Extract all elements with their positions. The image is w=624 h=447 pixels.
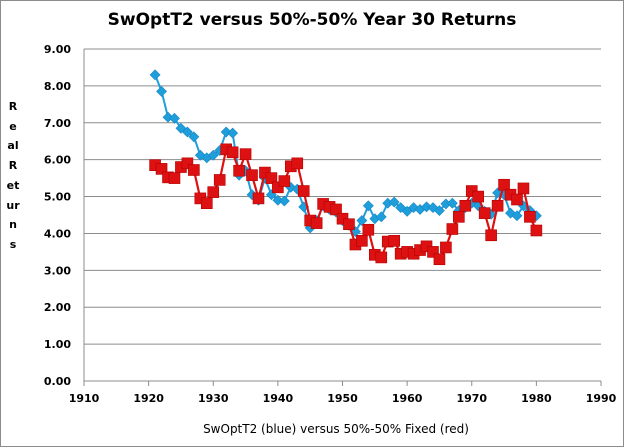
x-tick-label: 1980: [521, 392, 552, 405]
data-point-red: [155, 163, 168, 175]
data-point-red: [233, 164, 245, 177]
x-tick-label: 1940: [263, 392, 294, 405]
y-tick-label: 7.00: [44, 117, 71, 130]
y-tick-label: 3.00: [44, 264, 71, 277]
data-point-red: [433, 253, 446, 266]
data-point-blue: [227, 127, 239, 139]
data-point-blue: [446, 197, 458, 209]
data-point-red: [498, 178, 510, 191]
data-point-red: [427, 246, 439, 258]
data-point-red: [252, 192, 265, 205]
data-point-blue: [207, 149, 219, 161]
data-point-red: [272, 181, 284, 194]
x-tick-label: 1950: [327, 392, 358, 405]
x-tick-label: 1960: [392, 392, 423, 405]
data-point-red: [440, 241, 452, 254]
data-point-red: [310, 217, 323, 229]
data-point-blue: [388, 196, 400, 208]
data-point-red: [356, 235, 368, 247]
data-point-red: [168, 172, 181, 184]
data-point-red: [491, 199, 504, 212]
y-tick-label: 6.00: [44, 154, 71, 167]
data-point-red: [207, 186, 220, 198]
data-point-blue: [188, 131, 200, 143]
data-point-red: [453, 211, 465, 223]
data-point-red: [291, 157, 304, 170]
x-axis-label: SwOptT2 (blue) versus 50%-50% Fixed (red…: [203, 422, 469, 436]
y-tick-label: 0.00: [44, 375, 71, 388]
data-point-red: [530, 224, 543, 237]
data-point-blue: [511, 210, 523, 222]
data-point-red: [472, 190, 485, 203]
data-point-red: [343, 218, 355, 231]
data-point-red: [517, 182, 530, 195]
data-point-red: [446, 223, 459, 235]
data-point-red: [265, 172, 278, 184]
data-point-blue: [272, 194, 284, 206]
data-point-red: [478, 207, 491, 219]
data-point-red: [388, 235, 401, 247]
data-point-red: [330, 203, 342, 216]
data-point-red: [362, 223, 375, 236]
y-tick-label: 8.00: [44, 80, 71, 93]
y-tick-label: 2.00: [44, 301, 71, 314]
data-point-blue: [149, 69, 161, 81]
data-point-red: [524, 211, 536, 223]
y-tick-label: 4.00: [44, 227, 71, 240]
data-point-blue: [156, 85, 167, 97]
data-point-red: [181, 157, 194, 170]
x-tick-label: 1910: [69, 392, 100, 405]
data-point-red: [511, 193, 523, 206]
data-point-blue: [278, 195, 290, 207]
data-point-red: [485, 229, 497, 242]
x-tick-label: 1990: [586, 392, 617, 405]
chart-title: SwOptT2 versus 50%-50% Year 30 Returns: [107, 10, 517, 30]
data-point-red: [459, 199, 472, 212]
data-point-red: [200, 197, 213, 209]
x-tick-label: 1930: [198, 392, 229, 405]
data-point-red: [226, 146, 239, 159]
data-point-red: [239, 148, 252, 160]
data-point-red: [297, 185, 310, 197]
data-point-blue: [169, 112, 180, 124]
data-point-blue: [362, 200, 374, 212]
data-point-red: [375, 251, 388, 264]
data-point-red: [278, 175, 291, 187]
data-point-blue: [505, 207, 516, 219]
x-tick-label: 1970: [456, 392, 487, 405]
data-point-blue: [356, 215, 368, 226]
data-point-red: [246, 169, 258, 181]
data-point-blue: [434, 205, 445, 216]
data-point-blue: [421, 201, 432, 213]
y-tick-label: 9.00: [44, 43, 71, 56]
y-tick-label: 1.00: [44, 338, 71, 351]
data-point-blue: [181, 126, 193, 138]
data-point-blue: [375, 211, 387, 223]
data-point-red: [188, 164, 200, 176]
x-tick-label: 1920: [133, 392, 164, 405]
y-axis-label: Real Returns: [6, 100, 20, 251]
data-point-red: [213, 174, 226, 186]
y-tick-label: 5.00: [44, 191, 71, 204]
